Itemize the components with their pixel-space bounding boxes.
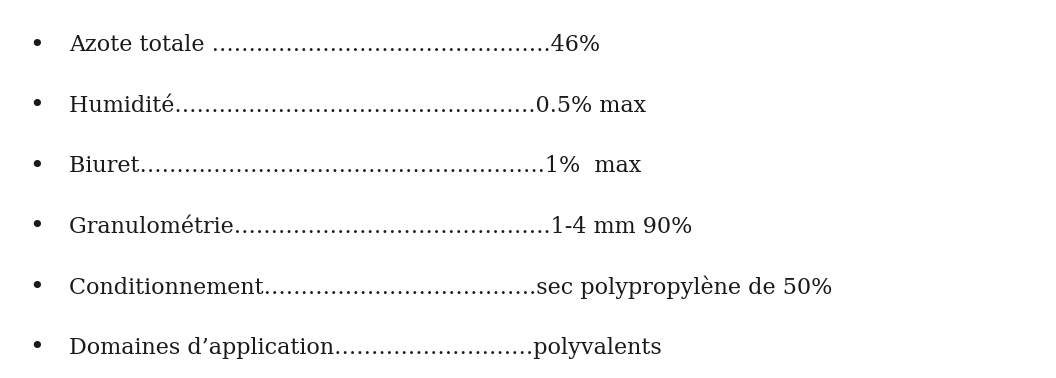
Text: •: • [30,94,44,117]
Text: •: • [30,155,44,178]
Text: Domaines d’application………………………polyvalents: Domaines d’application………………………polyvalen… [69,337,661,359]
Text: •: • [30,276,44,299]
Text: Biuret……………………………………………….1%  max: Biuret……………………………………………….1% max [69,155,641,177]
Text: Conditionnement……………………………….sec polypropylène de 50%: Conditionnement……………………………….sec polyprop… [69,276,832,299]
Text: Azote totale ……………………………………….46%: Azote totale ……………………………………….46% [69,34,600,56]
Text: Granulométrie…………………………………….1-4 mm 90%: Granulométrie…………………………………….1-4 mm 90% [69,216,692,238]
Text: •: • [30,336,44,359]
Text: Humidité………………………………………….0.5% max: Humidité………………………………………….0.5% max [69,95,646,117]
Text: •: • [30,34,44,57]
Text: •: • [30,215,44,238]
